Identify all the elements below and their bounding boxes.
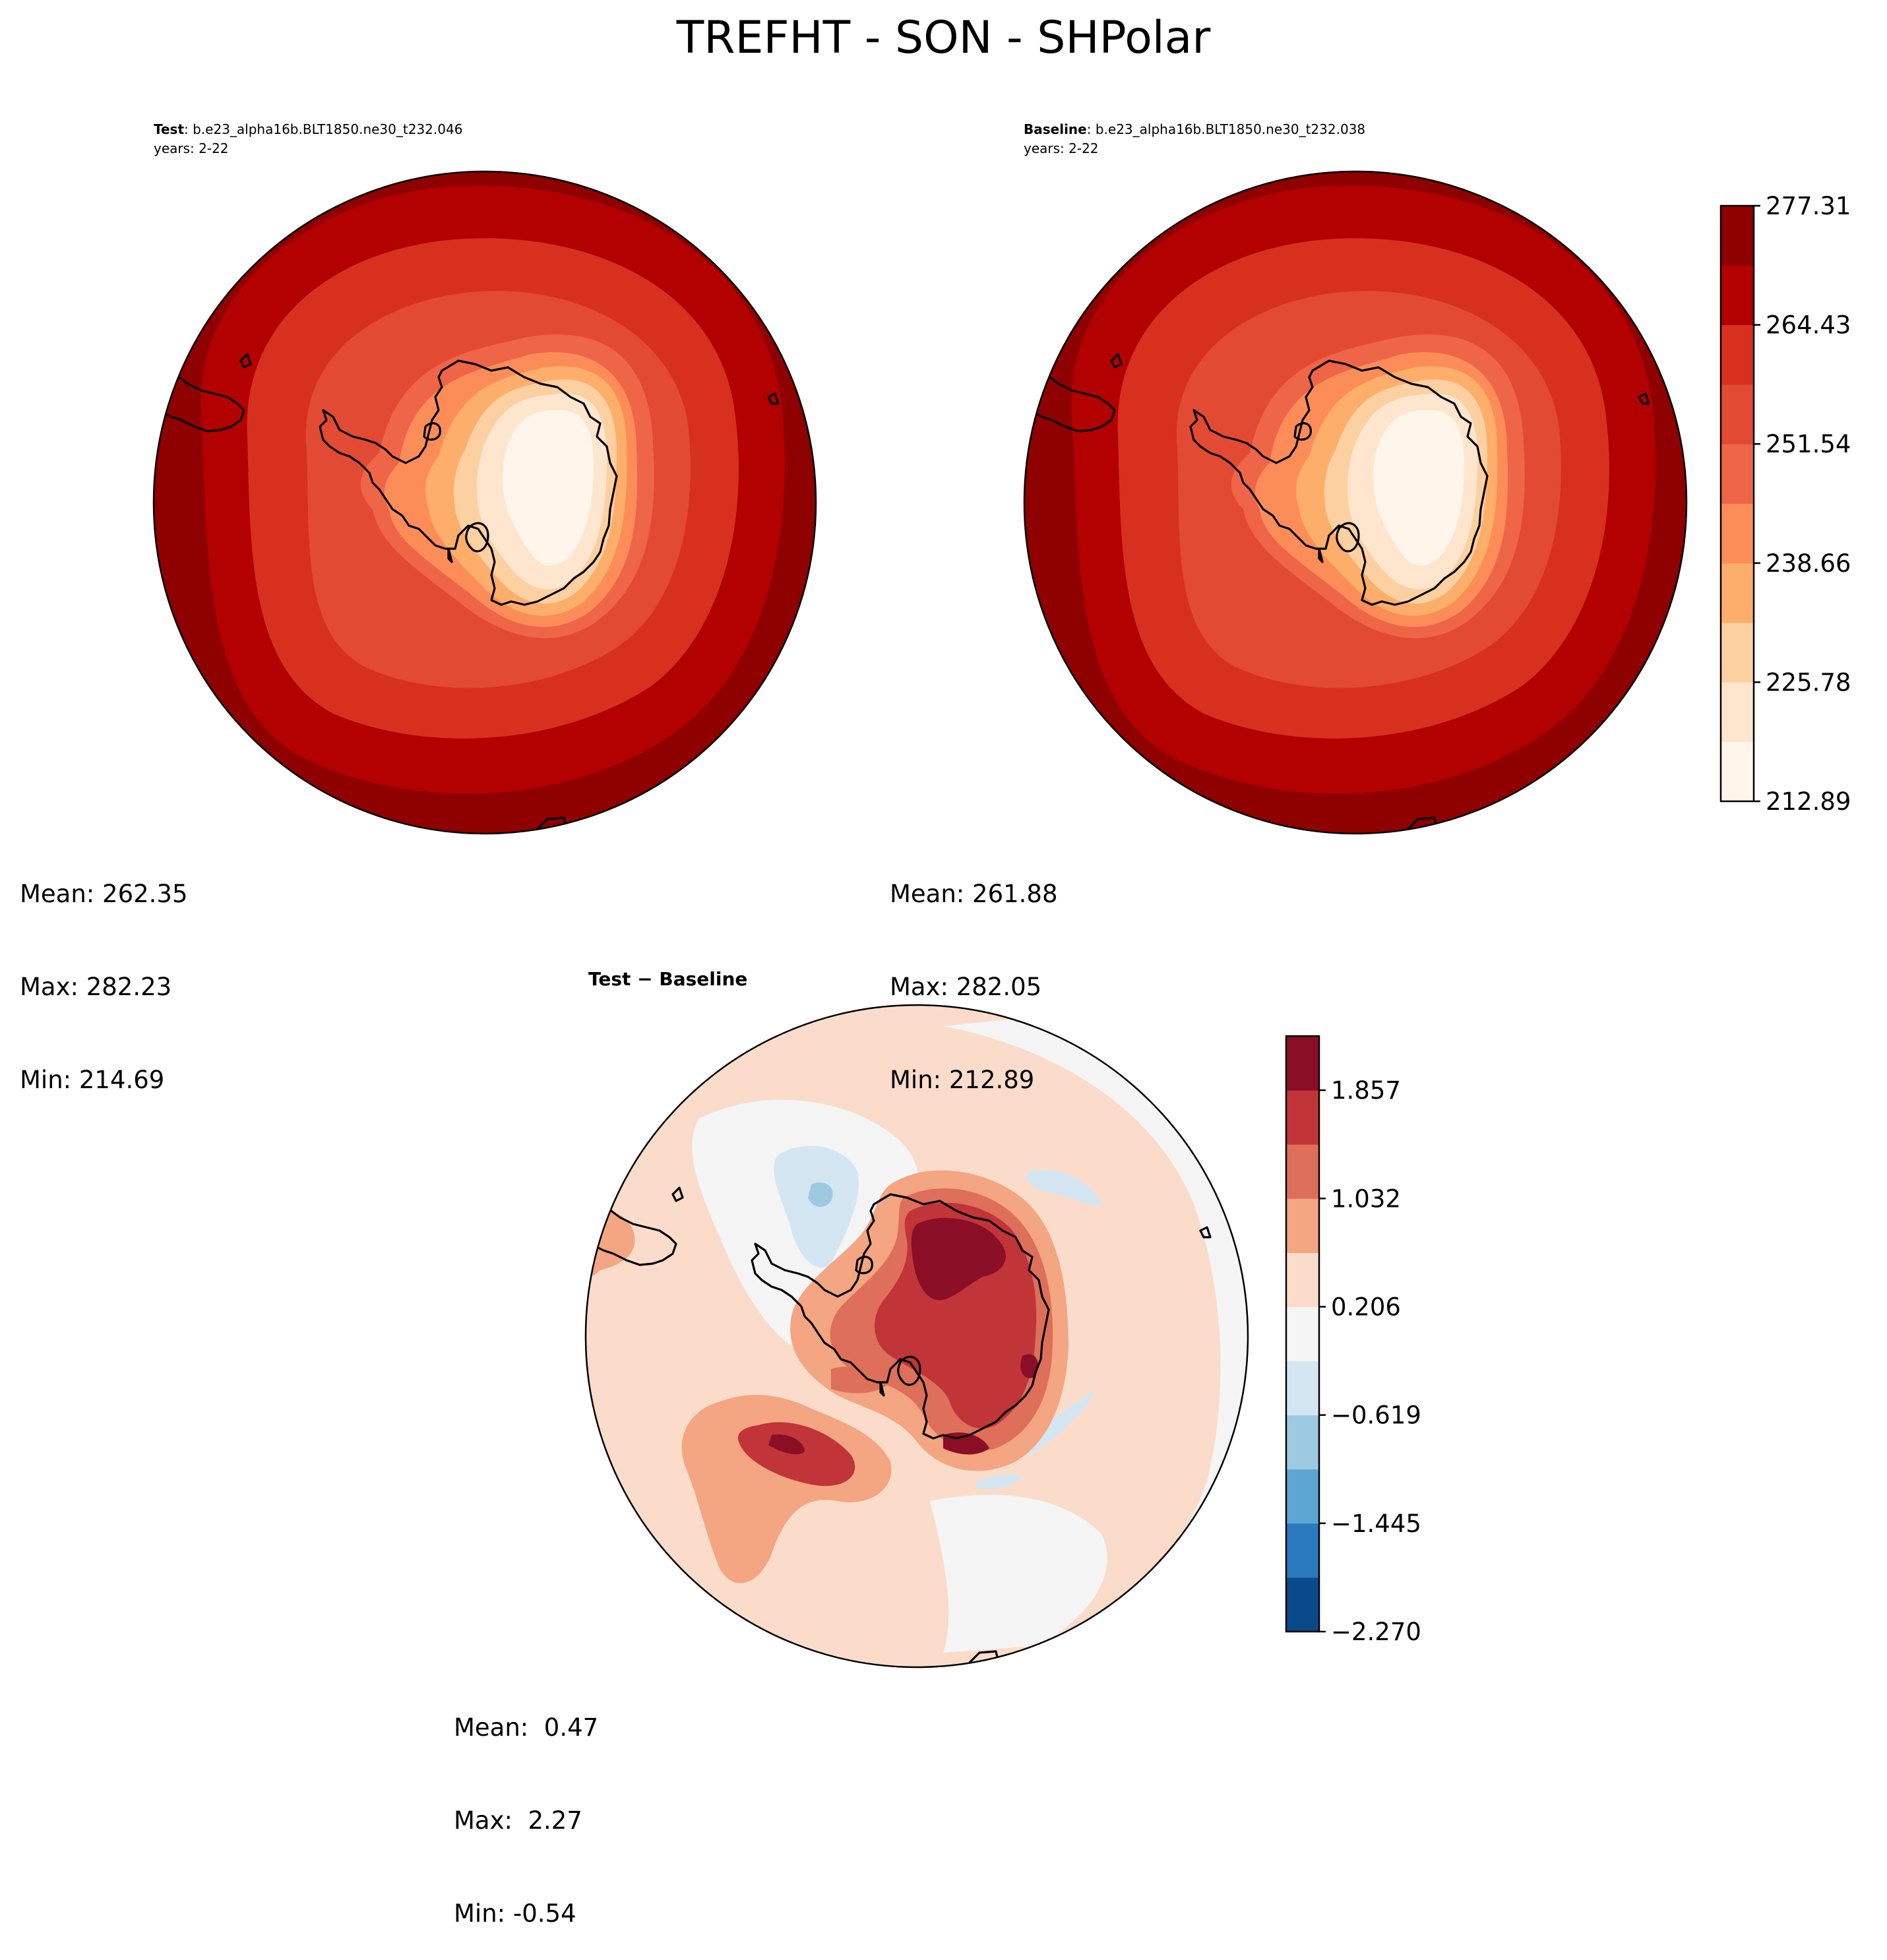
- temperature-colorbar-frame: [1719, 204, 1755, 803]
- temperature-colorbar-segment: [1721, 384, 1754, 444]
- difference-title: Test − Baseline: [588, 968, 748, 990]
- difference-colorbar-tick-label: 1.857: [1331, 1076, 1401, 1105]
- difference-colorbar-segment: [1286, 1036, 1319, 1091]
- difference-map: [584, 1004, 1249, 1669]
- test-map: [152, 170, 817, 835]
- baseline-subtitle: Baseline: b.e23_alpha16b.BLT1850.ne30_t2…: [1024, 120, 1365, 158]
- test-min: Min: 214.69: [20, 1066, 165, 1094]
- difference-colorbar-tick-label: −1.445: [1331, 1510, 1421, 1538]
- baseline-mean: Mean: 261.88: [890, 880, 1058, 908]
- test-stats: Mean: 262.35 Max: 282.23 Min: 214.69: [20, 816, 188, 1126]
- difference-colorbar-tick-label: −2.270: [1331, 1618, 1421, 1646]
- difference-colorbar-segment: [1286, 1523, 1319, 1578]
- temperature-colorbar-tick-label: 238.66: [1766, 549, 1851, 578]
- temperature-colorbar-segment: [1721, 563, 1754, 623]
- difference-colorbar-segment: [1286, 1577, 1319, 1632]
- figure-canvas: 212.89 225.78 238.66 251.54 264.43 277.31 −2.…: [152, 170, 1851, 1669]
- test-subtitle: Test: b.e23_alpha16b.BLT1850.ne30_t232.0…: [154, 120, 462, 158]
- temperature-colorbar: 212.89 225.78 238.66 251.54 264.43 277.31: [1719, 192, 1851, 816]
- temperature-colorbar-segment: [1721, 324, 1754, 385]
- difference-colorbar-frame: [1285, 1035, 1320, 1633]
- test-label: Test: [154, 121, 185, 137]
- difference-colorbar-segment: [1286, 1469, 1319, 1524]
- difference-colorbar-tick-label: 0.206: [1331, 1293, 1401, 1321]
- baseline-max: Max: 282.05: [890, 973, 1042, 1001]
- temperature-colorbar-segment: [1721, 741, 1754, 802]
- temperature-colorbar-segment: [1721, 206, 1754, 266]
- difference-colorbar-segment: [1286, 1361, 1319, 1416]
- baseline-label: Baseline: [1024, 121, 1087, 137]
- temperature-colorbar-segment: [1721, 682, 1754, 743]
- temperature-colorbar-tick-label: 251.54: [1766, 430, 1851, 458]
- difference-stats: Mean: 0.47 Max: 2.27 Min: -0.54: [454, 1650, 598, 1960]
- difference-colorbar-segment: [1286, 1090, 1319, 1145]
- difference-max: Max: 2.27: [454, 1806, 582, 1835]
- difference-colorbar-tick-label: −0.619: [1331, 1401, 1421, 1430]
- baseline-min: Min: 212.89: [890, 1066, 1035, 1094]
- baseline-stats: Mean: 261.88 Max: 282.05 Min: 212.89: [890, 816, 1058, 1126]
- baseline-years: years: 2-22: [1024, 140, 1099, 156]
- temperature-colorbar-segment: [1721, 503, 1754, 564]
- temperature-colorbar-segment: [1721, 444, 1754, 504]
- baseline-case-name: : b.e23_alpha16b.BLT1850.ne30_t232.038: [1086, 121, 1366, 137]
- temperature-colorbar-tick-label: 264.43: [1766, 311, 1851, 340]
- difference-colorbar-segment: [1286, 1198, 1319, 1253]
- test-max: Max: 282.23: [20, 973, 172, 1001]
- test-case-name: : b.e23_alpha16b.BLT1850.ne30_t232.046: [184, 121, 463, 137]
- temperature-colorbar-tick-label: 277.31: [1766, 192, 1851, 220]
- difference-colorbar: −2.270 −1.445 −0.619 0.206 1.032 1.857: [1285, 1035, 1421, 1646]
- difference-colorbar-segment: [1286, 1144, 1319, 1199]
- test-years: years: 2-22: [154, 140, 229, 156]
- figure-title: TREFHT - SON - SHPolar: [676, 12, 1211, 64]
- baseline-map: [1023, 170, 1688, 835]
- difference-mean: Mean: 0.47: [454, 1713, 599, 1742]
- difference-min: Min: -0.54: [454, 1899, 576, 1928]
- temperature-colorbar-segment: [1721, 623, 1754, 683]
- temperature-colorbar-segment: [1721, 265, 1754, 326]
- temperature-colorbar-tick-label: 225.78: [1766, 668, 1851, 696]
- difference-colorbar-tick-label: 1.032: [1331, 1184, 1401, 1213]
- difference-colorbar-segment: [1286, 1306, 1319, 1362]
- difference-colorbar-segment: [1286, 1415, 1319, 1470]
- temperature-colorbar-tick-label: 212.89: [1766, 787, 1851, 816]
- test-mean: Mean: 262.35: [20, 880, 188, 908]
- difference-colorbar-segment: [1286, 1252, 1319, 1307]
